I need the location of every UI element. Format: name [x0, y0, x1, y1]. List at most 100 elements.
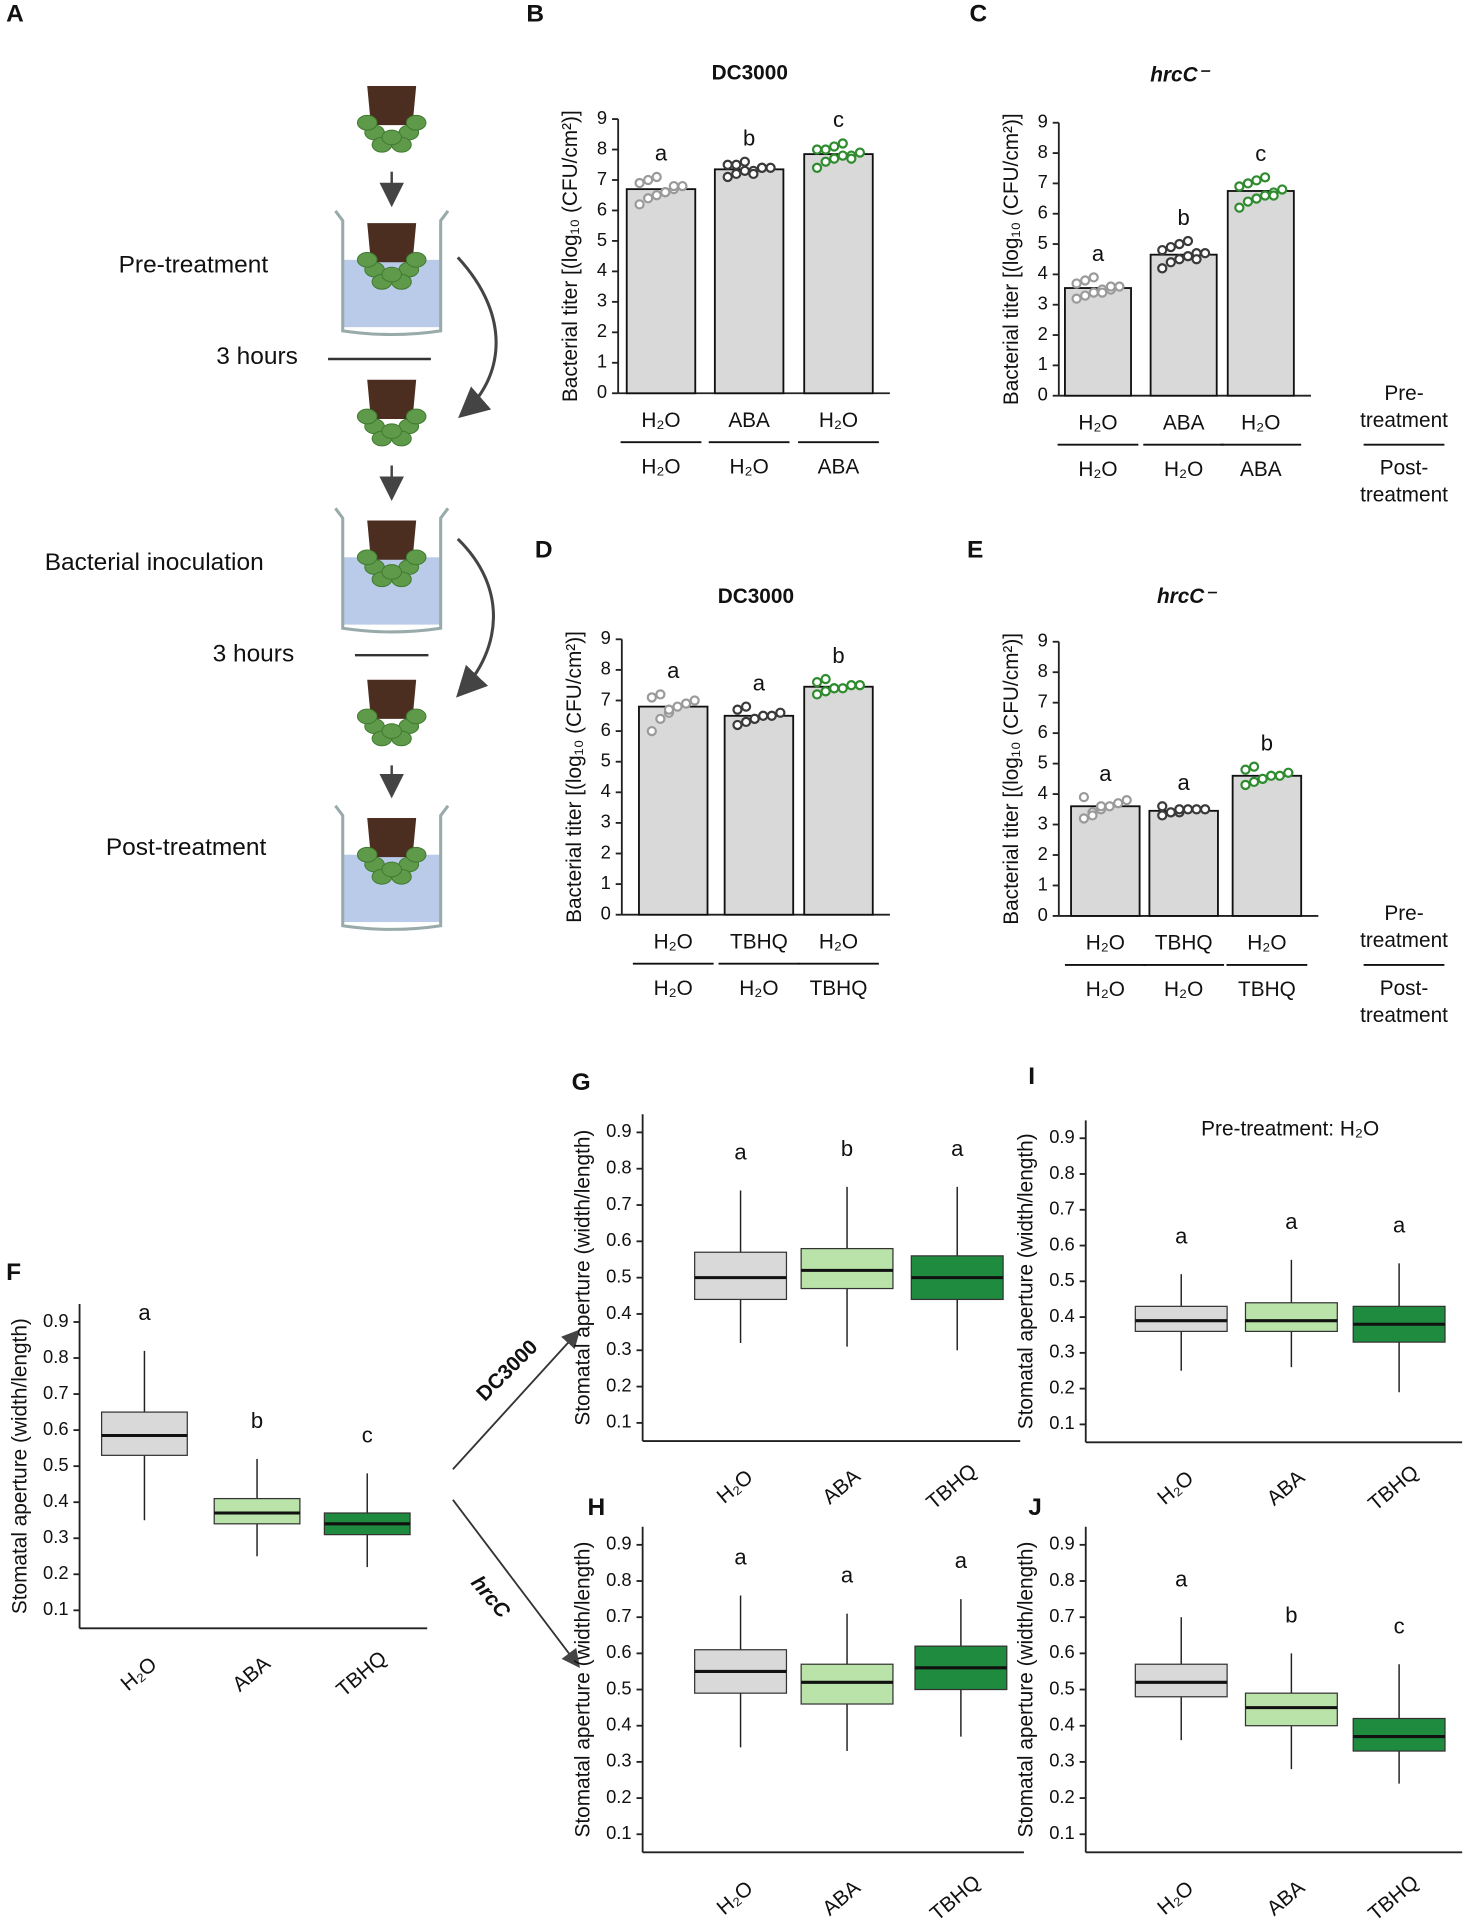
post-treatment-label: H₂O: [641, 455, 680, 478]
y-tick-label: 4: [1038, 262, 1048, 283]
leaf: [405, 549, 427, 566]
beaker: [334, 507, 450, 634]
post-treatment-label: H₂O: [654, 977, 693, 1000]
y-tick-label: 0.7: [1049, 1605, 1075, 1626]
significance-letter: a: [1285, 1209, 1298, 1234]
significance-letter: a: [1175, 1223, 1188, 1248]
data-point: [643, 174, 654, 186]
y-tick-label: 0.4: [1049, 1714, 1075, 1735]
data-point: [1191, 254, 1202, 265]
y-tick-label: 0.5: [606, 1265, 632, 1286]
y-tick-label: 0.1: [43, 1598, 69, 1619]
data-point: [846, 153, 857, 164]
y-tick-label: 0.5: [1049, 1677, 1075, 1698]
y-tick-label: 1: [1038, 873, 1048, 894]
x-tick-label: ABA: [228, 1652, 275, 1696]
y-tick-label: 0.8: [43, 1346, 69, 1367]
bar: [1149, 253, 1218, 397]
y-tick-label: 8: [1038, 141, 1048, 162]
data-point: [1242, 196, 1254, 207]
panel-label: G: [572, 1069, 591, 1096]
y-tick-label: 0.1: [1049, 1822, 1075, 1843]
y-tick-label: 3: [601, 811, 611, 832]
y-tick-label: 0.5: [1049, 1269, 1075, 1290]
data-point: [634, 177, 645, 189]
data-point: [1182, 804, 1194, 815]
pre-treatment-label: H₂O: [1247, 932, 1286, 955]
y-axis-label: Bacterial titer [(log₁₀ (CFU/cm²)]: [559, 110, 582, 402]
data-point: [1240, 779, 1251, 791]
y-tick-label: 2: [1038, 323, 1048, 344]
data-point: [731, 159, 742, 170]
y-axis-label: Bacterial titer [(log₁₀ (CFU/cm²)]: [1000, 633, 1023, 925]
data-point: [680, 698, 692, 709]
y-axis-label: Bacterial titer [(log₁₀ (CFU/cm²)]: [1000, 113, 1023, 405]
pot: [367, 520, 417, 560]
pre-treatment-label: H₂O: [1241, 411, 1280, 434]
data-point: [1095, 801, 1107, 812]
chart-title: hrcC⁻: [1150, 64, 1210, 87]
significance-letter: b: [1261, 730, 1273, 755]
significance-letter: a: [1092, 241, 1105, 266]
row-label: treatment: [1360, 1004, 1448, 1027]
y-tick-label: 0.9: [1049, 1126, 1075, 1147]
y-tick-label: 9: [1038, 630, 1048, 651]
y-tick-label: 0.8: [1049, 1162, 1075, 1183]
data-point: [846, 680, 857, 691]
y-axis-label: Stomatal aperture (width/length): [1014, 1133, 1037, 1429]
y-tick-label: 7: [1038, 171, 1048, 192]
data-point: [1199, 248, 1211, 259]
pre-treatment-label: H₂O: [819, 930, 858, 953]
panel-label: J: [1028, 1494, 1042, 1521]
significance-letter: c: [833, 107, 844, 132]
box: [800, 1663, 894, 1705]
y-tick-label: 0.3: [43, 1526, 69, 1547]
data-point: [820, 686, 831, 697]
y-tick-label: 7: [1038, 691, 1048, 712]
data-point: [739, 156, 750, 167]
panel-label: H: [588, 1494, 606, 1521]
y-tick-label: 4: [597, 259, 607, 280]
data-point: [811, 144, 823, 155]
y-tick-label: 0.3: [1049, 1341, 1075, 1362]
x-tick-label: H₂O: [713, 1465, 758, 1508]
row-label: treatment: [1360, 484, 1448, 507]
data-point: [1088, 287, 1099, 298]
y-tick-label: 0.3: [1049, 1750, 1075, 1771]
data-point: [634, 199, 645, 210]
box: [1134, 1663, 1228, 1698]
data-point: [1234, 181, 1245, 192]
y-tick-label: 0.5: [43, 1454, 69, 1475]
flow-arrow: [456, 256, 498, 419]
beaker: [334, 209, 450, 337]
y-tick-label: 9: [1038, 111, 1048, 132]
y-tick-label: 0.6: [1049, 1233, 1075, 1254]
significance-letter: a: [841, 1563, 854, 1588]
significance-letter: b: [1285, 1602, 1297, 1627]
data-point: [677, 180, 688, 192]
significance-letter: a: [138, 1300, 151, 1325]
y-tick-label: 3: [597, 290, 607, 311]
y-tick-label: 0.9: [606, 1533, 632, 1554]
data-point: [1104, 801, 1115, 812]
bar: [1148, 809, 1219, 917]
panel-label: B: [526, 0, 544, 27]
leaf: [405, 408, 427, 425]
y-tick-label: 0.4: [43, 1490, 69, 1511]
data-point: [668, 180, 679, 192]
data-point: [1165, 807, 1176, 818]
significance-letter: a: [655, 141, 668, 166]
pre-treatment-label: ABA: [728, 409, 770, 432]
y-tick-label: 0.3: [606, 1338, 632, 1359]
y-tick-label: 0.6: [43, 1418, 69, 1439]
data-point: [854, 680, 866, 691]
y-tick-label: 5: [601, 750, 611, 771]
y-tick-label: 8: [597, 137, 607, 158]
y-tick-label: 2: [597, 320, 607, 341]
leaf: [381, 266, 402, 283]
post-treatment-label: H₂O: [1164, 978, 1203, 1001]
branch-arrow: [452, 1329, 581, 1470]
data-point: [1283, 767, 1294, 778]
bar: [803, 153, 874, 395]
interval-label: 3 hours: [216, 343, 298, 370]
